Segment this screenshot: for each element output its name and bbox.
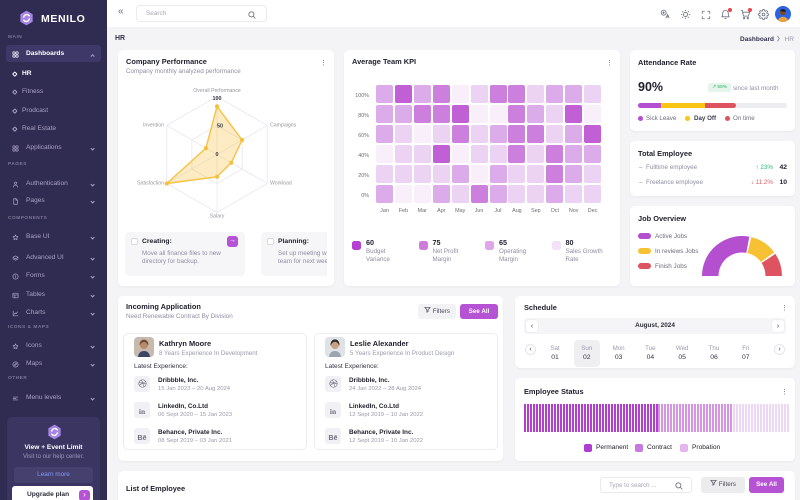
svg-text:0: 0: [216, 152, 219, 158]
svg-text:Overall Performance: Overall Performance: [193, 88, 241, 94]
svg-text:Workload: Workload: [270, 181, 292, 187]
svg-text:Campaigns: Campaigns: [270, 123, 297, 129]
svg-text:Salary: Salary: [210, 214, 225, 220]
svg-text:50: 50: [217, 124, 223, 130]
svg-text:Invention: Invention: [143, 123, 164, 129]
svg-text:Satisfaction: Satisfaction: [137, 181, 164, 187]
svg-text:100: 100: [213, 96, 222, 102]
